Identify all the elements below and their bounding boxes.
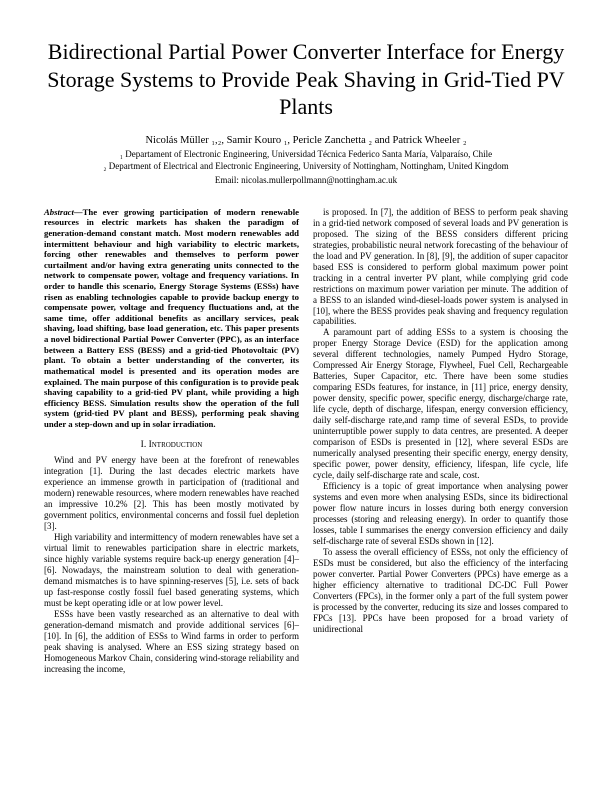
email-line: Email: nicolas.mullerpollmann@nottingham… <box>44 175 568 185</box>
left-column: Abstract—The ever growing participation … <box>44 207 299 675</box>
para-6: Efficiency is a topic of great importanc… <box>313 481 568 547</box>
affiliations: ₁ Departament of Electronic Engineering,… <box>44 148 568 172</box>
para-3: ESSs have been vastly researched as an a… <box>44 609 299 675</box>
authors-line: Nicolás Müller ₁,₂, Samir Kouro ₁, Peric… <box>44 135 568 146</box>
affiliation-1: ₁ Departament of Electronic Engineering,… <box>44 148 568 160</box>
para-2: High variability and intermittency of mo… <box>44 532 299 609</box>
para-1: Wind and PV energy have been at the fore… <box>44 455 299 532</box>
two-column-body: Abstract—The ever growing participation … <box>44 207 568 675</box>
abstract-label: Abstract— <box>44 207 83 217</box>
section-1-heading: I. Introduction <box>44 440 299 452</box>
paper-title: Bidirectional Partial Power Converter In… <box>44 38 568 121</box>
para-7: To assess the overall efficiency of ESSs… <box>313 547 568 635</box>
right-column: is proposed. In [7], the addition of BES… <box>313 207 568 675</box>
abstract-text: The ever growing participation of modern… <box>44 207 299 429</box>
affiliation-2: ₂ Department of Electrical and Electroni… <box>44 160 568 172</box>
para-4: is proposed. In [7], the addition of BES… <box>313 207 568 328</box>
abstract-block: Abstract—The ever growing participation … <box>44 207 299 430</box>
paper-page: Bidirectional Partial Power Converter In… <box>0 0 612 675</box>
para-5: A paramount part of adding ESSs to a sys… <box>313 327 568 481</box>
